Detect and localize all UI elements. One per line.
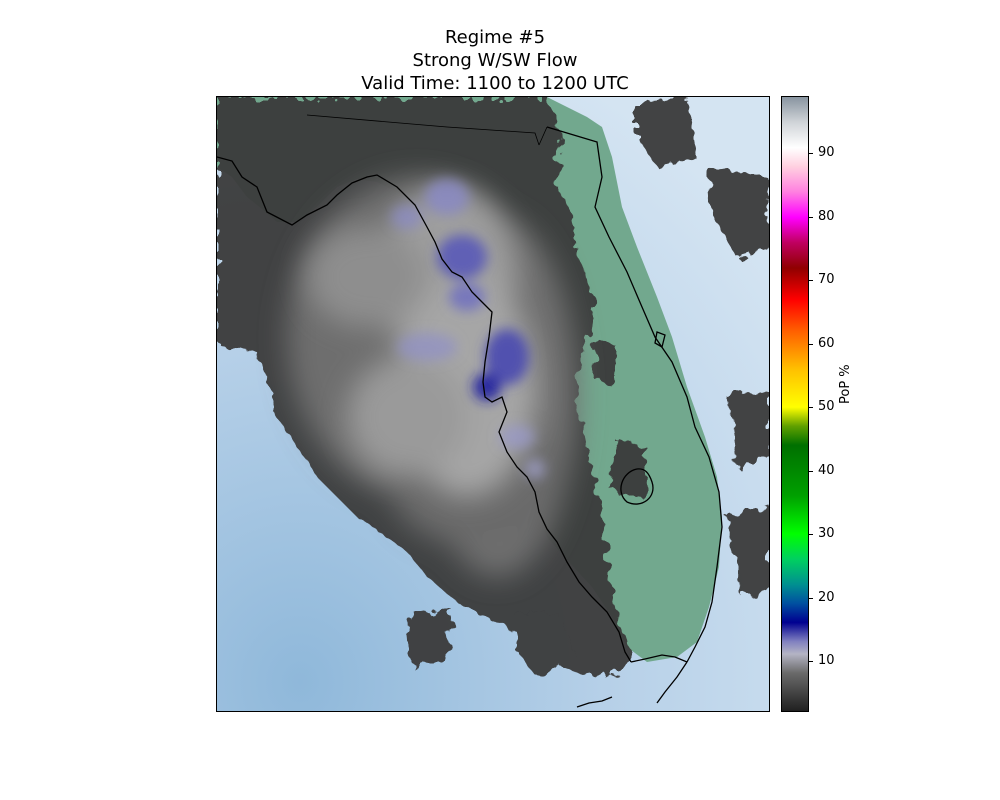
colorbar-tick-mark: [809, 280, 813, 282]
colorbar-tick: 60: [809, 336, 849, 351]
colorbar: [781, 96, 809, 712]
colorbar-tick-mark: [809, 661, 813, 663]
colorbar-tick-label: 40: [818, 462, 835, 478]
colorbar-tick-label: 60: [818, 335, 835, 351]
colorbar-tick-label: 10: [818, 653, 835, 669]
colorbar-tick: 30: [809, 526, 849, 541]
colorbar-tick-mark: [809, 534, 813, 536]
colorbar-tick-label: 50: [818, 399, 835, 415]
colorbar-tick: 20: [809, 590, 849, 605]
colorbar-tick-mark: [809, 470, 813, 472]
coastlines: [217, 126, 723, 708]
colorbar-tick-mark: [809, 407, 813, 409]
colorbar-tick-mark: [809, 343, 813, 345]
colorbar-tick-mark: [809, 216, 813, 218]
colorbar-tick-label: 70: [818, 272, 835, 288]
colorbar-tick-mark: [809, 597, 813, 599]
colorbar-tick: 40: [809, 463, 849, 478]
colorbar-ticks: 10 20 30 40 50 60 70 80 90: [809, 96, 849, 712]
title-line-3: Valid Time: 1100 to 1200 UTC: [361, 73, 629, 94]
colorbar-tick-label: 20: [818, 589, 835, 605]
colorbar-tick-label: 90: [818, 145, 835, 161]
colorbar-tick: 70: [809, 272, 849, 287]
pop-field-peak: [391, 179, 545, 479]
colorbar-tick: 90: [809, 145, 849, 160]
colorbar-tick: 10: [809, 653, 849, 668]
colorbar-gradient: [782, 97, 808, 711]
figure-title: Regime #5 Strong W/SW Flow Valid Time: 1…: [290, 26, 700, 95]
title-line-2: Strong W/SW Flow: [412, 50, 578, 71]
colorbar-tick-label: 80: [818, 208, 835, 224]
florida-map: [217, 97, 769, 711]
title-line-1: Regime #5: [444, 27, 546, 48]
colorbar-tick-label: 30: [818, 526, 835, 542]
colorbar-tick: 50: [809, 399, 849, 414]
state-borders: [306, 114, 548, 146]
colorbar-label: PoP %: [838, 364, 853, 404]
colorbar-tick: 80: [809, 209, 849, 224]
map-panel: [216, 96, 770, 712]
colorbar-tick-mark: [809, 153, 813, 155]
